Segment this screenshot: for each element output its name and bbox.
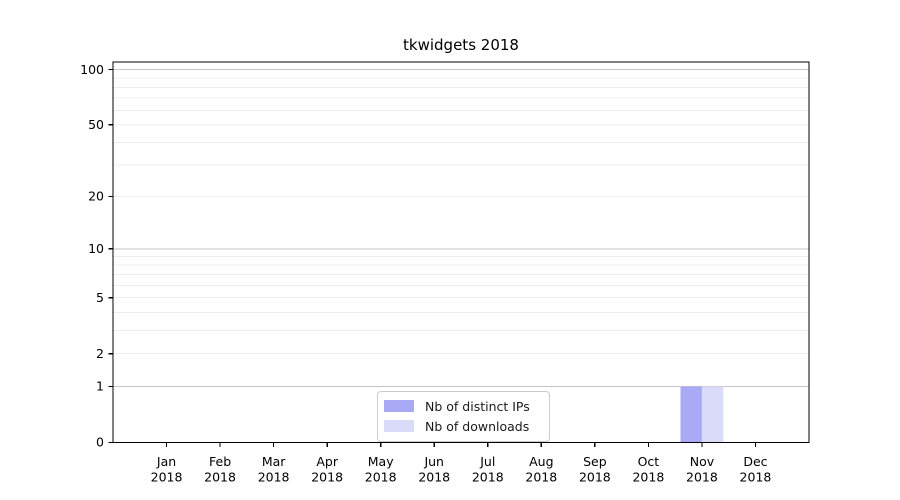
x-axis-tick-label-month: Dec bbox=[743, 454, 767, 469]
x-axis-tick-label-month: Nov bbox=[690, 454, 715, 469]
legend-entry-nb-of-downloads: Nb of downloads bbox=[384, 416, 541, 436]
x-axis-tick-label-year: 2018 bbox=[365, 470, 397, 485]
y-axis-tick-label: 20 bbox=[88, 189, 104, 204]
x-axis-tick-label-month: Mar bbox=[262, 454, 286, 469]
legend-swatch-nb-of-distinct-ips bbox=[384, 400, 414, 412]
legend-label-nb-of-downloads: Nb of downloads bbox=[425, 418, 530, 434]
y-axis-tick-label: 0 bbox=[96, 435, 104, 450]
x-axis-tick-label-month: Aug bbox=[529, 454, 553, 469]
x-axis-tick-label-year: 2018 bbox=[525, 470, 557, 485]
x-axis-tick-label-month: Sep bbox=[583, 454, 607, 469]
x-axis-tick-label-year: 2018 bbox=[740, 470, 772, 485]
y-axis-tick-label: 5 bbox=[96, 290, 104, 305]
plot-border bbox=[112, 61, 810, 444]
legend-label-nb-of-distinct-ips: Nb of distinct IPs bbox=[425, 398, 530, 414]
legend: Nb of distinct IPs Nb of downloads bbox=[377, 391, 550, 442]
x-axis-tick-label-month: Apr bbox=[316, 454, 338, 469]
y-axis-tick-label: 1 bbox=[96, 379, 104, 394]
x-axis-tick-label-month: Feb bbox=[209, 454, 231, 469]
chart-title: tkwidgets 2018 bbox=[403, 36, 519, 54]
x-axis-tick-label-month: Oct bbox=[638, 454, 660, 469]
x-axis-tick-label-year: 2018 bbox=[472, 470, 504, 485]
legend-swatch-nb-of-downloads bbox=[384, 420, 414, 432]
x-axis-tick-label-month: Jan bbox=[156, 454, 176, 469]
x-axis-tick-label-year: 2018 bbox=[418, 470, 450, 485]
x-axis-tick-label-year: 2018 bbox=[311, 470, 343, 485]
y-axis-tick-label: 2 bbox=[96, 346, 104, 361]
x-axis-tick-label-year: 2018 bbox=[258, 470, 290, 485]
x-axis-tick-label-month: May bbox=[368, 454, 394, 469]
y-axis-tick-label: 50 bbox=[88, 117, 104, 132]
legend-entry-nb-of-distinct-ips: Nb of distinct IPs bbox=[384, 396, 541, 416]
x-axis-tick-label-year: 2018 bbox=[686, 470, 718, 485]
x-axis-tick-label-month: Jul bbox=[479, 454, 495, 469]
x-axis-tick-label-year: 2018 bbox=[632, 470, 664, 485]
x-axis-tick-label-year: 2018 bbox=[151, 470, 183, 485]
bar-nb-of-distinct-ips bbox=[680, 386, 702, 443]
y-axis-tick-label: 100 bbox=[80, 62, 104, 77]
y-axis-tick-label: 10 bbox=[88, 241, 104, 256]
x-axis-tick-label-month: Jun bbox=[423, 454, 444, 469]
bar-nb-of-downloads bbox=[701, 386, 724, 443]
x-axis-tick-label-year: 2018 bbox=[579, 470, 611, 485]
x-axis-tick-label-year: 2018 bbox=[204, 470, 236, 485]
